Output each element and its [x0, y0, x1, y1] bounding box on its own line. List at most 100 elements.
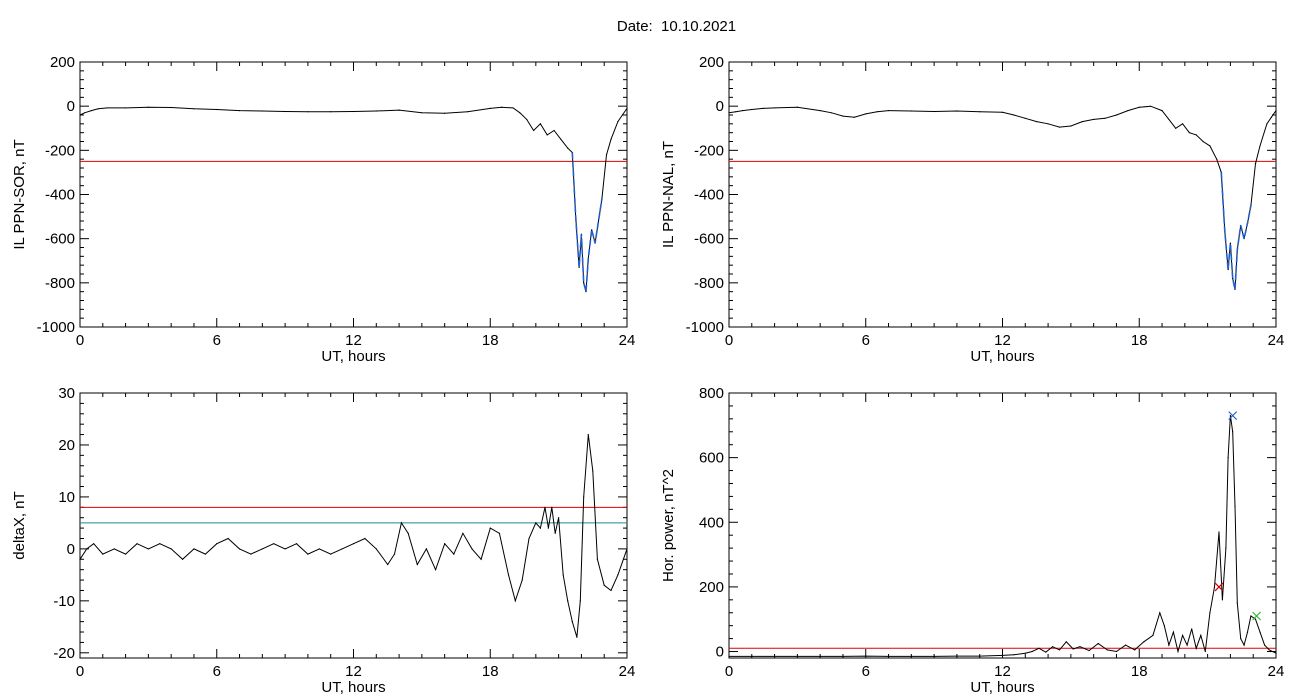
- panel-4-data-point: [1031, 650, 1033, 653]
- panel-4-data-point: [1088, 649, 1090, 652]
- panel-4-data-point: [1143, 641, 1145, 643]
- panel-4-data-point: [1259, 631, 1261, 633]
- panel-4-data-point: [933, 655, 935, 657]
- panel-3-data-point: [514, 600, 516, 602]
- panel-2-data-point: [1161, 109, 1163, 112]
- panel-2-ylabel: IL PPN-NAL, nT: [660, 141, 677, 248]
- panel-3-data-point: [147, 548, 149, 550]
- panel-3-data-point: [489, 527, 491, 529]
- panel-4-marker-x: [1214, 582, 1224, 592]
- panel-4-data-point: [1186, 644, 1188, 646]
- panel-3-data-point: [434, 569, 437, 571]
- panel-4-data-point: [1181, 634, 1184, 636]
- panel-3-data-point: [170, 548, 172, 550]
- panel-1-data-point: [578, 266, 580, 268]
- panel-3-data-point: [558, 517, 560, 519]
- panel-4-data-point: [1209, 612, 1211, 614]
- panel-3-data-point: [250, 553, 252, 555]
- panel-4-data-point: [1013, 654, 1015, 656]
- panel-4-data-point: [1268, 649, 1270, 651]
- panel-3-data-point: [507, 574, 510, 576]
- panel-4-data-point: [1001, 654, 1004, 657]
- panel-2-data-point: [1270, 116, 1273, 118]
- panel-2-data-point: [1138, 106, 1140, 108]
- panel-1-data-point: [97, 108, 99, 110]
- panel-3-data-point: [544, 506, 546, 508]
- panel-1-data-point: [489, 107, 491, 109]
- panel-3-data-point: [79, 558, 81, 560]
- panel-3-data-point: [480, 558, 482, 560]
- panel-2-data-point: [1013, 114, 1015, 116]
- panel-1-data-point: [560, 138, 562, 140]
- panel-2-frame: [728, 61, 1277, 328]
- panel-4-data-point: [1254, 618, 1257, 620]
- panel-2-xtick-label: 12: [994, 332, 1011, 349]
- panel-1-data-point: [352, 110, 355, 113]
- panel-4-data-point: [773, 655, 776, 657]
- panel-3-data-point: [193, 548, 195, 550]
- panel-1-ytick-label: -1000: [37, 319, 75, 336]
- panel-2-xtick-label: 24: [1268, 332, 1285, 349]
- panel-3-data-point: [136, 543, 138, 545]
- panel-2-data-point: [933, 110, 935, 113]
- panel-3-data-point: [471, 548, 473, 550]
- panel-2-data-point: [1232, 277, 1234, 280]
- panel-1-data-point: [170, 106, 172, 109]
- panel-2-highlight-segment: [1220, 172, 1252, 290]
- panel-3-data-point: [462, 532, 464, 534]
- panel-1-ytick-label: -800: [45, 275, 75, 292]
- panel-4-series-line: [729, 415, 1277, 657]
- panel-4-data-point: [1240, 638, 1242, 640]
- panel-1-xlabel: UT, hours: [321, 348, 385, 365]
- panel-2-data-point: [865, 113, 867, 115]
- panel-3-data-point: [583, 496, 585, 498]
- panel-3-data-point: [596, 558, 598, 560]
- panel-4-data-point: [1243, 644, 1245, 646]
- panel-2-data-point: [1024, 117, 1026, 119]
- panel-4-data-point: [1191, 628, 1193, 630]
- panel-4-data-point: [1264, 644, 1266, 646]
- panel-4-xtick-label: 12: [994, 663, 1011, 680]
- panel-1-data-point: [261, 110, 263, 112]
- panel-4-marker-x: [1252, 611, 1262, 621]
- panel-3-frame: [79, 392, 628, 659]
- panel-2-data-point: [1195, 134, 1197, 136]
- panel-3-data-point: [407, 532, 409, 534]
- panel-1-frame: [79, 61, 628, 328]
- panel-1-data-point: [193, 108, 195, 110]
- panel-4-data-point: [1236, 602, 1238, 604]
- panel-2-data-point: [773, 107, 776, 109]
- panel-4-data-point: [1221, 599, 1224, 601]
- panel-3-data-point: [273, 543, 275, 545]
- panel-2-ytick-label: -1000: [686, 319, 724, 336]
- panel-2-data-point: [876, 111, 878, 113]
- panel-4-data-point: [1072, 648, 1074, 650]
- panel-1-data-point: [526, 118, 528, 121]
- panel-2-ytick-label: -200: [694, 142, 724, 159]
- panel-1-xtick-label: 24: [619, 332, 636, 349]
- panel-1-data-point: [83, 112, 86, 114]
- panel-3-data-point: [86, 548, 88, 550]
- panel-1-data-point: [466, 111, 469, 113]
- panel-1-series-line: [79, 106, 628, 292]
- panel-3-data-point: [453, 553, 455, 555]
- panel-4-data-point: [796, 655, 798, 657]
- panel-3-data-point: [535, 522, 537, 524]
- panel-2-data-point: [1115, 114, 1118, 116]
- panel-1-data-point: [307, 111, 309, 113]
- panel-3-ytick-label: 0: [67, 541, 75, 558]
- panel-2-data-point: [1093, 118, 1095, 121]
- panel-3-data-point: [375, 548, 377, 550]
- panel-2-data-point: [1202, 140, 1204, 143]
- panel-2-data-point: [1058, 126, 1061, 128]
- panel-4-ytick-label: 600: [699, 450, 724, 467]
- panel-3-data-point: [626, 548, 628, 550]
- panel-4-data-point: [1106, 649, 1108, 651]
- panel-3-data-point: [204, 553, 206, 555]
- panel-4-marker-x: [1228, 411, 1238, 421]
- panel-1-data-point: [124, 107, 127, 109]
- panel-3-data-point: [159, 543, 161, 545]
- panel-4-data-point: [1204, 650, 1206, 653]
- panel-4-data-point: [1234, 505, 1236, 507]
- panel-4-data-point: [1232, 431, 1234, 433]
